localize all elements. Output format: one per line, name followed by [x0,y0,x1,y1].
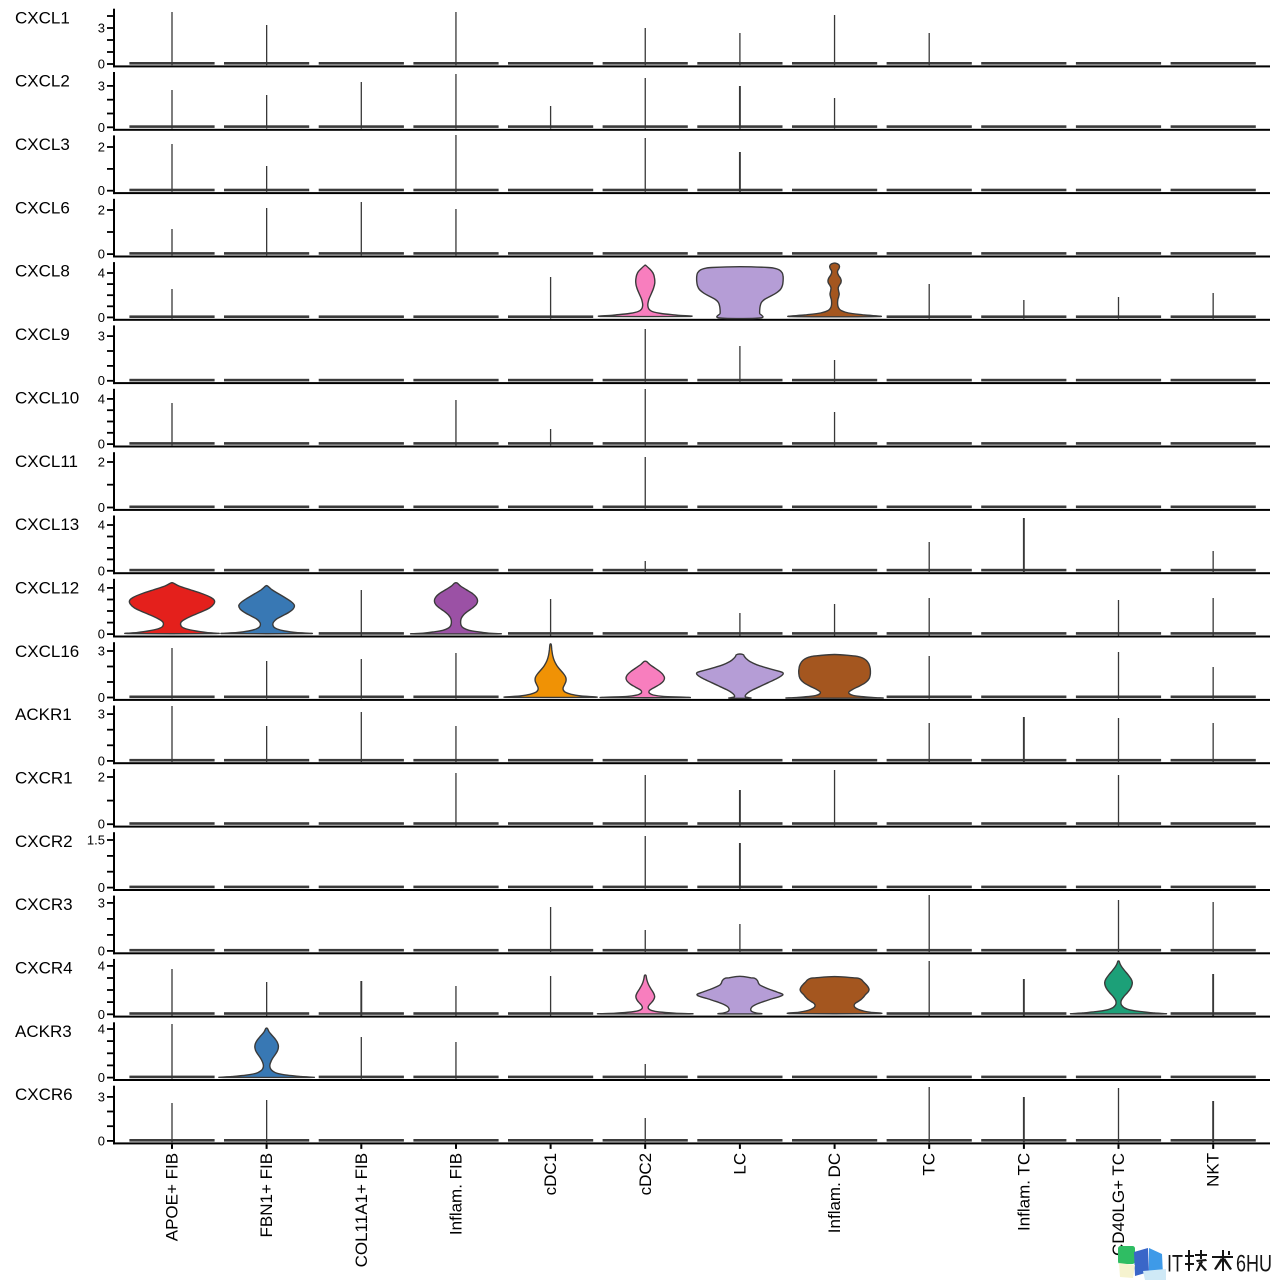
svg-text:0: 0 [98,1134,105,1149]
svg-text:CXCL6: CXCL6 [15,198,70,217]
svg-text:3: 3 [98,78,105,93]
svg-text:2: 2 [98,455,105,470]
svg-text:4: 4 [98,518,105,533]
svg-text:TC: TC [920,1153,939,1176]
svg-text:CXCL12: CXCL12 [15,578,79,597]
svg-text:0: 0 [98,563,105,578]
svg-text:ACKR3: ACKR3 [15,1022,72,1041]
svg-text:4: 4 [98,391,105,406]
svg-text:APOE+ FIB: APOE+ FIB [163,1153,182,1241]
svg-text:0: 0 [98,500,105,515]
svg-text:0: 0 [98,1070,105,1085]
svg-text:0: 0 [98,1007,105,1022]
svg-text:CXCL1: CXCL1 [15,8,70,27]
svg-text:CXCL8: CXCL8 [15,262,70,281]
svg-text:CXCL3: CXCL3 [15,135,70,154]
svg-text:3: 3 [98,644,105,659]
svg-text:0: 0 [98,627,105,642]
svg-text:0: 0 [98,310,105,325]
svg-text:FBN1+ FIB: FBN1+ FIB [257,1153,276,1238]
svg-text:Inflam. TC: Inflam. TC [1014,1153,1033,1231]
svg-text:CXCL2: CXCL2 [15,72,70,91]
svg-text:cDC1: cDC1 [541,1153,560,1196]
svg-text:CXCL13: CXCL13 [15,515,79,534]
svg-text:4: 4 [98,266,105,281]
svg-text:CXCR6: CXCR6 [15,1085,73,1104]
svg-text:CD40LG+ TC: CD40LG+ TC [1109,1153,1128,1256]
svg-text:1.5: 1.5 [87,833,105,848]
svg-text:0: 0 [98,817,105,832]
svg-text:CXCR1: CXCR1 [15,769,73,788]
svg-text:0: 0 [98,943,105,958]
svg-text:NKT: NKT [1204,1153,1223,1187]
svg-text:CXCR2: CXCR2 [15,832,73,851]
svg-text:0: 0 [98,373,105,388]
svg-text:COL11A1+ FIB: COL11A1+ FIB [352,1153,371,1268]
svg-text:Inflam. FIB: Inflam. FIB [447,1153,466,1235]
svg-text:IT: IT [1167,1251,1183,1278]
svg-text:3: 3 [98,895,105,910]
svg-text:0: 0 [98,57,105,72]
svg-text:Inflam. DC: Inflam. DC [825,1153,844,1233]
svg-text:CXCR3: CXCR3 [15,895,73,914]
svg-text:0: 0 [98,437,105,452]
svg-text:CXCL11: CXCL11 [15,452,78,471]
svg-text:0: 0 [98,247,105,262]
svg-text:4: 4 [98,1022,105,1037]
svg-text:3: 3 [98,21,105,36]
svg-text:cDC2: cDC2 [636,1153,655,1196]
svg-text:0: 0 [98,183,105,198]
svg-text:LC: LC [730,1153,749,1175]
svg-text:2: 2 [98,203,105,218]
svg-text:3: 3 [98,707,105,722]
svg-text:3: 3 [98,329,105,344]
svg-text:4: 4 [98,580,105,595]
svg-text:CXCL9: CXCL9 [15,325,70,344]
svg-text:CXCR4: CXCR4 [15,959,73,978]
svg-text:3: 3 [98,1089,105,1104]
svg-text:6HU: 6HU [1236,1251,1272,1278]
svg-text:0: 0 [98,880,105,895]
svg-text:CXCL10: CXCL10 [15,388,79,407]
svg-text:ACKR1: ACKR1 [15,705,72,724]
svg-text:4: 4 [98,958,105,973]
svg-text:0: 0 [98,120,105,135]
svg-text:0: 0 [98,690,105,705]
svg-text:2: 2 [98,770,105,785]
svg-text:2: 2 [98,140,105,155]
svg-text:CXCL16: CXCL16 [15,642,79,661]
svg-text:0: 0 [98,753,105,768]
